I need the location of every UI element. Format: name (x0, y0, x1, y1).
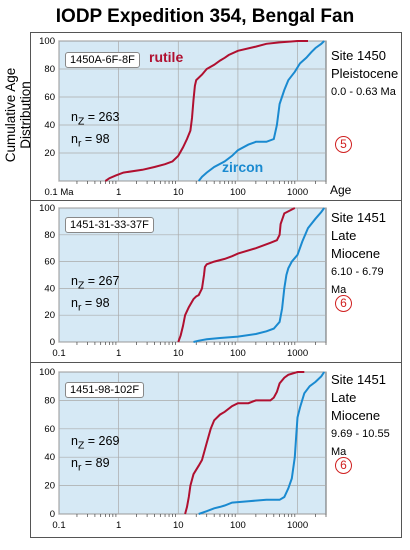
sample-label: 1451-98-102F (65, 382, 145, 398)
y-tick-label: 80 (44, 395, 55, 406)
rutile-count: nr = 98 (71, 131, 110, 150)
y-tick-label: 100 (39, 367, 55, 378)
x-tick-label: 0.1 Ma (44, 187, 74, 198)
page-title: IODP Expedition 354, Bengal Fan (55, 6, 355, 27)
site-number-circle: 5 (335, 136, 352, 153)
rutile-series-label: rutile (149, 49, 184, 65)
rutile-count: nr = 89 (71, 455, 110, 474)
x-tick-label: 1000 (287, 520, 308, 531)
y-tick-label: 20 (44, 481, 55, 492)
zircon-count: nZ = 269 (71, 434, 120, 452)
y-tick-label: 100 (39, 36, 55, 47)
x-tick-label: 100 (230, 348, 246, 359)
y-tick-label: 60 (44, 257, 55, 268)
rutile-count: nr = 98 (71, 295, 110, 314)
y-tick-label: 80 (44, 64, 55, 75)
x-tick-label: 1 (116, 348, 121, 359)
site-epoch-line-2: Miocene (331, 408, 381, 423)
chart-svg-2: 0 20 40 60 80 100 0.1 1 10 100 1000 (39, 203, 327, 359)
y-tick-label: 40 (44, 283, 55, 294)
x-tick-label: 100 (230, 520, 246, 531)
site-age-range: 9.69 - 10.55 Ma (331, 428, 390, 458)
zircon-count: nZ = 267 (71, 274, 120, 292)
y-tick-label: 80 (44, 230, 55, 241)
y-tick-label: 40 (44, 120, 55, 131)
y-axis-label: Cumulative Age Distribution (3, 67, 33, 163)
x-tick-label: 100 (230, 187, 246, 198)
sample-label: 1451-31-33-37F (65, 217, 154, 233)
sample-counts: nZ = 267 nr = 98 (71, 273, 119, 316)
plot-area-3: 0 20 40 60 80 100 0.1 1 10 100 1000 (39, 367, 327, 531)
y-tick-label: 100 (39, 203, 55, 214)
site-epoch: Pleistocene (331, 66, 399, 81)
chart-panel-1: 20 40 60 80 100 0.1 Ma 1 10 100 1000 1450A-6F-8F … (30, 32, 402, 202)
zircon-count: nZ = 263 (71, 110, 120, 128)
rutile-series-line (104, 40, 308, 182)
x-tick-label: 1 (116, 520, 121, 531)
x-tick-label: 1000 (287, 348, 308, 359)
x-tick-label: 0.1 (52, 348, 65, 359)
site-name: Site 1451 (331, 372, 386, 387)
site-name: Site 1451 (331, 210, 386, 225)
y-tick-label: 40 (44, 452, 55, 463)
y-tick-label: 60 (44, 424, 55, 435)
site-info-2: Site 1451 Late Miocene 6.10 - 6.79 Ma (331, 209, 401, 299)
site-info-3: Site 1451 Late Miocene 9.69 - 10.55 Ma (331, 371, 401, 461)
y-tick-label: 60 (44, 92, 55, 103)
site-number-circle: 6 (335, 295, 352, 312)
y-tick-label: 20 (44, 310, 55, 321)
x-tick-label: 1 (116, 187, 121, 198)
x-tick-label: 1000 (287, 187, 308, 198)
zircon-series-line (198, 371, 326, 515)
site-age-range: 6.10 - 6.79 Ma (331, 266, 384, 296)
sample-label: 1450A-6F-8F (65, 52, 140, 68)
site-number-circle: 6 (335, 457, 352, 474)
site-epoch-line-2: Miocene (331, 246, 381, 261)
site-age-range: 0.0 - 0.63 Ma (331, 86, 396, 98)
site-info-1: Site 1450 Pleistocene 0.0 - 0.63 Ma (331, 47, 398, 101)
site-name: Site 1450 (331, 48, 386, 63)
plot-area-2: 0 20 40 60 80 100 0.1 1 10 100 1000 (39, 203, 327, 359)
x-tick-label: 0.1 (52, 520, 65, 531)
sample-counts: nZ = 263 nr = 98 (71, 109, 119, 152)
sample-counts: nZ = 269 nr = 89 (71, 433, 119, 476)
y-tick-label: 0 (50, 509, 55, 520)
site-epoch-line-1: Late (331, 228, 357, 243)
zircon-series-line (197, 40, 325, 182)
site-epoch-line-1: Late (331, 390, 357, 405)
x-axis-label: Age (330, 183, 352, 197)
zircon-series-line (193, 207, 326, 343)
y-tick-label: 0 (50, 337, 55, 348)
y-tick-label: 20 (44, 148, 55, 159)
zircon-series-label: zircon (222, 159, 264, 175)
x-tick-label: 10 (173, 520, 184, 531)
x-tick-label: 10 (173, 187, 184, 198)
x-tick-label: 10 (173, 348, 184, 359)
rutile-series-line (177, 207, 296, 343)
chart-svg-3: 0 20 40 60 80 100 0.1 1 10 100 1000 (39, 367, 327, 531)
chart-panel-2: 0 20 40 60 80 100 0.1 1 10 100 1000 1451-31-33-37F… (30, 200, 402, 364)
rutile-series-line (184, 371, 305, 515)
chart-panel-3: 0 20 40 60 80 100 0.1 1 10 100 1000 1451-98-102F n… (30, 362, 402, 538)
